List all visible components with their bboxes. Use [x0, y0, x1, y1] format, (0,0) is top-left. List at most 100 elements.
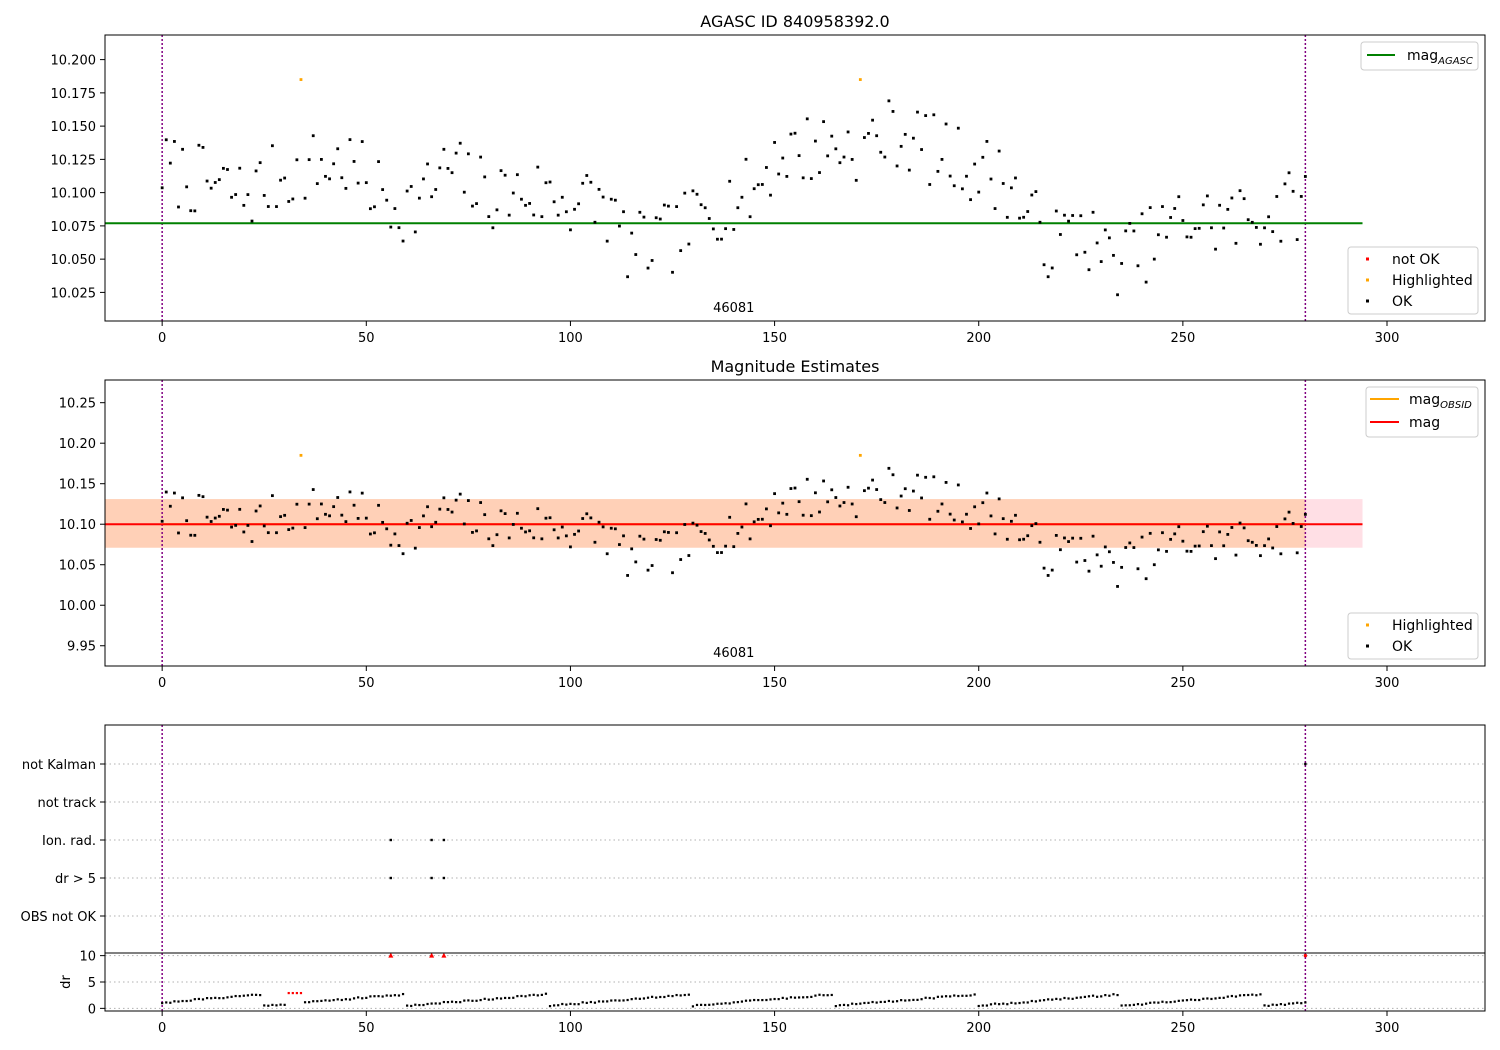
ok-point: [324, 174, 327, 178]
dr-point: [936, 995, 939, 998]
dr-point: [340, 998, 343, 1002]
ok-point: [1283, 182, 1287, 186]
ok-point: [266, 531, 270, 535]
dr-point: [757, 998, 760, 1002]
dr-point: [508, 996, 511, 1000]
ok-point: [965, 174, 968, 178]
dr-point: [348, 998, 352, 1001]
ok-point: [577, 529, 581, 533]
dr-point: [773, 997, 776, 1001]
ok-point: [491, 544, 495, 548]
dr-point: [410, 1004, 413, 1008]
ok-point: [197, 493, 201, 497]
x-tick-label: 0: [158, 331, 166, 346]
ok-point: [1156, 548, 1160, 552]
ok-point: [981, 501, 985, 505]
ok-point: [650, 564, 654, 567]
dr-point: [495, 997, 499, 1000]
ok-point: [303, 526, 307, 530]
dr-point: [1026, 1001, 1029, 1004]
ok-point: [1120, 262, 1124, 265]
ok-point: [691, 189, 695, 193]
ok-point: [1291, 189, 1295, 193]
ok-point: [1112, 253, 1115, 257]
dr-point: [344, 998, 347, 1001]
ok-point: [1132, 546, 1136, 549]
ok-point: [785, 512, 789, 516]
dr-point: [855, 1002, 858, 1006]
y-tick-label: 10.15: [59, 478, 96, 493]
dr-point: [646, 996, 650, 999]
axes-frame: [104, 34, 1486, 322]
ok-point: [1091, 210, 1095, 214]
ok-point: [360, 491, 364, 495]
dr-point: [463, 999, 466, 1002]
dr-point: [1042, 999, 1046, 1002]
ok-point: [401, 239, 405, 243]
ok-point: [234, 193, 238, 196]
ok-point: [654, 216, 658, 220]
ok-point: [336, 496, 340, 499]
dr-point: [1136, 1003, 1140, 1006]
dr-point: [1132, 1003, 1135, 1006]
ok-point: [569, 545, 572, 549]
ok-point: [417, 526, 421, 529]
ok-point: [348, 138, 352, 142]
ok-point: [626, 275, 630, 279]
ok-point: [1267, 537, 1271, 541]
ok-point: [1205, 524, 1209, 528]
dr-point: [1275, 1003, 1278, 1007]
ok-point: [1148, 206, 1152, 210]
dr-point: [1226, 995, 1229, 998]
dr-point: [303, 1001, 307, 1004]
ok-point: [740, 195, 744, 199]
ok-point: [311, 488, 315, 491]
dr-point: [169, 1001, 172, 1004]
ok-point: [1259, 242, 1262, 246]
dr-point: [189, 999, 192, 1002]
y-tick-label: 10.075: [51, 220, 97, 235]
ok-point: [1054, 209, 1058, 213]
ok-point: [1169, 537, 1173, 541]
ok-point: [1018, 538, 1021, 542]
dr-point: [814, 994, 817, 997]
ok-point: [295, 502, 299, 506]
x-tick-label: 200: [966, 676, 991, 691]
dr-point: [1157, 1001, 1160, 1004]
legend-points: [1347, 246, 1479, 315]
ok-point: [683, 523, 687, 526]
ok-point: [1116, 293, 1119, 297]
ok-point: [1038, 220, 1042, 224]
ok-point: [381, 188, 385, 191]
dr-point: [165, 1001, 168, 1004]
ok-point: [560, 525, 564, 529]
ok-point: [846, 130, 850, 134]
ok-point: [417, 196, 421, 200]
ok-point: [381, 520, 385, 524]
ok-point: [1218, 203, 1222, 207]
ok-point: [969, 198, 972, 202]
ok-point: [1091, 534, 1095, 538]
dr-point: [1010, 1001, 1013, 1004]
ok-point: [777, 511, 781, 515]
ok-point: [1279, 552, 1283, 556]
x-tick-label: 0: [158, 676, 166, 691]
dr-point: [736, 1001, 739, 1004]
ok-point: [944, 122, 948, 126]
ok-point: [809, 514, 813, 518]
ok-point: [503, 173, 507, 177]
ok-point: [1103, 545, 1107, 549]
ok-point: [1136, 264, 1140, 268]
ok-point: [438, 507, 442, 511]
dr-point: [838, 1004, 842, 1007]
ok-point: [1132, 229, 1136, 233]
ok-point: [793, 131, 797, 135]
flag-point: [442, 838, 446, 842]
y-tick-label: 10: [79, 950, 96, 965]
dr-point: [483, 997, 486, 1000]
dr-point-flagged: [291, 991, 294, 995]
ok-point: [883, 155, 887, 159]
dr-point: [1251, 993, 1254, 996]
ok-point: [605, 552, 609, 556]
